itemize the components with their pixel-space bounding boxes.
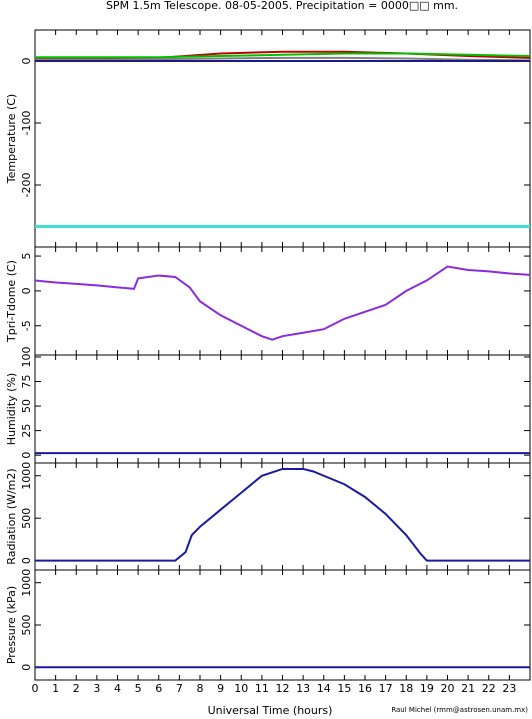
data-line	[35, 52, 531, 59]
y-axis-label: Temperature (C)	[5, 94, 18, 184]
y-tick-label: 0	[20, 664, 33, 671]
x-tick-label: 16	[358, 682, 372, 695]
data-line	[34, 265, 531, 341]
x-tick-label: 12	[276, 682, 290, 695]
x-tick-label: 11	[255, 682, 269, 695]
data-line	[35, 467, 530, 562]
x-tick-label: 13	[296, 682, 310, 695]
y-axis-label: Humidity (%)	[5, 373, 18, 445]
y-tick-label: 5	[20, 253, 33, 260]
x-tick-label: 1	[52, 682, 59, 695]
x-tick-label: 21	[461, 682, 475, 695]
x-tick-label: 23	[502, 682, 516, 695]
credit: Raul Michel (rmm@astrosen.unam.mx)	[391, 706, 528, 714]
y-tick-label: 100	[20, 346, 33, 367]
x-tick-label: 17	[379, 682, 393, 695]
y-tick-label: 1000	[20, 462, 33, 490]
x-tick-label: 6	[155, 682, 162, 695]
y-tick-label: -5	[20, 320, 33, 331]
y-tick-label: 75	[20, 375, 33, 389]
y-tick-label: 500	[20, 508, 33, 529]
y-axis-label: Tpri-Tdome (C)	[5, 260, 18, 343]
y-tick-label: 1000	[20, 569, 33, 597]
x-tick-label: 7	[176, 682, 183, 695]
y-tick-label: 0	[20, 58, 33, 65]
y-tick-label: -100	[20, 111, 33, 136]
data-line	[35, 56, 531, 62]
x-tick-label: 2	[73, 682, 80, 695]
y-tick-label: 0	[20, 557, 33, 564]
y-tick-label: 50	[20, 399, 33, 413]
x-tick-label: 20	[441, 682, 455, 695]
plot-frame	[34, 462, 531, 571]
plot-frame	[34, 246, 531, 356]
x-tick-label: 19	[420, 682, 434, 695]
y-tick-label: 500	[20, 615, 33, 636]
plot-frame	[34, 29, 531, 248]
x-tick-label: 22	[482, 682, 496, 695]
chart-title: SPM 1.5m Telescope. 08-05-2005. Precipit…	[106, 0, 458, 12]
y-axis-label: Pressure (kPa)	[5, 586, 18, 664]
x-tick-label: 3	[93, 682, 100, 695]
y-axis-label: Radiation (W/m2)	[5, 468, 18, 564]
y-tick-label: 0	[20, 452, 33, 459]
x-tick-label: 8	[197, 682, 204, 695]
x-tick-label: 14	[317, 682, 331, 695]
x-axis-label: Universal Time (hours)	[208, 704, 333, 717]
x-tick-label: 15	[337, 682, 351, 695]
y-tick-label: 0	[20, 287, 33, 294]
y-tick-label: 25	[20, 424, 33, 438]
x-tick-label: 18	[399, 682, 413, 695]
x-tick-label: 9	[217, 682, 224, 695]
plot-frame	[34, 569, 531, 681]
x-tick-label: 4	[114, 682, 121, 695]
x-tick-label: 10	[234, 682, 248, 695]
y-tick-label: -200	[20, 173, 33, 198]
plot-frame	[34, 354, 531, 464]
x-tick-label: 5	[135, 682, 142, 695]
x-tick-label: 0	[32, 682, 39, 695]
